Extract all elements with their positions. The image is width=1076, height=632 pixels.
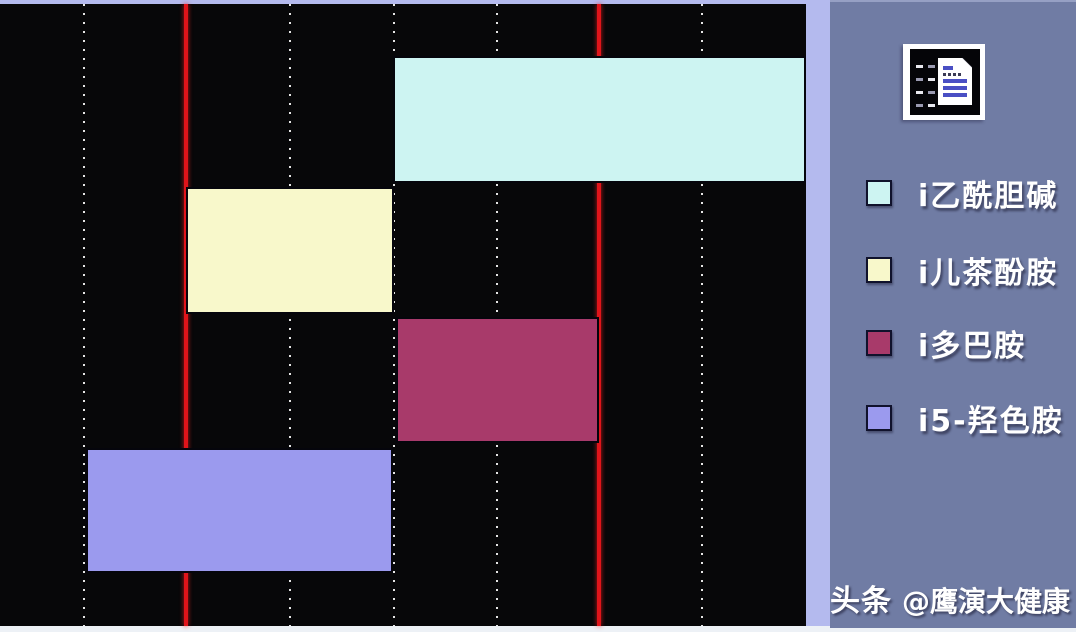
legend-item-serotonin: i5-羟色胺: [866, 404, 1064, 439]
bar-acetylcholine: [393, 56, 806, 183]
legend-item-acetylcholine: i乙酰胆碱: [866, 179, 1058, 214]
legend-swatch-catecholamine: [866, 257, 892, 283]
legend-label-serotonin: i5-羟色胺: [918, 404, 1064, 439]
icon-dash-row: [916, 91, 935, 94]
gridline-dotted: [393, 4, 395, 626]
watermark: 头条 @鹰演大健康: [830, 576, 1070, 620]
legend-label-catecholamine: i儿茶酚胺: [918, 256, 1059, 291]
report-icon: [903, 44, 985, 120]
icon-dash-row: [916, 104, 935, 107]
gridline-dotted: [496, 4, 498, 626]
icon-dash-row: [916, 65, 935, 68]
red-reference-line: [597, 4, 601, 626]
legend-label-dopamine: i多巴胺: [918, 329, 1027, 364]
gridline-dotted: [701, 4, 703, 626]
chart-layer: [83, 4, 806, 626]
legend-panel: i乙酰胆碱 i儿茶酚胺 i多巴胺 i5-羟色胺: [830, 0, 1076, 628]
gridline-dotted: [289, 4, 291, 626]
legend-swatch-dopamine: [866, 330, 892, 356]
legend-item-catecholamine: i儿茶酚胺: [866, 256, 1058, 291]
watermark-brand: 头条: [830, 584, 892, 619]
document-page-icon: [938, 58, 972, 105]
legend-item-dopamine: i多巴胺: [866, 329, 1026, 364]
bar-catecholamine: [186, 187, 394, 314]
legend-swatch-acetylcholine: [866, 180, 892, 206]
bar-serotonin: [86, 448, 393, 573]
legend-label-acetylcholine: i乙酰胆碱: [918, 179, 1059, 214]
gridline-dotted: [83, 4, 85, 626]
report-icon-background: [910, 49, 980, 115]
red-reference-line: [184, 4, 188, 626]
watermark-handle: @鹰演大健康: [902, 585, 1071, 618]
bottom-border-strip: [0, 626, 1076, 632]
bar-dopamine: [396, 317, 599, 443]
legend-swatch-serotonin: [866, 405, 892, 431]
icon-dash-row: [916, 78, 935, 81]
